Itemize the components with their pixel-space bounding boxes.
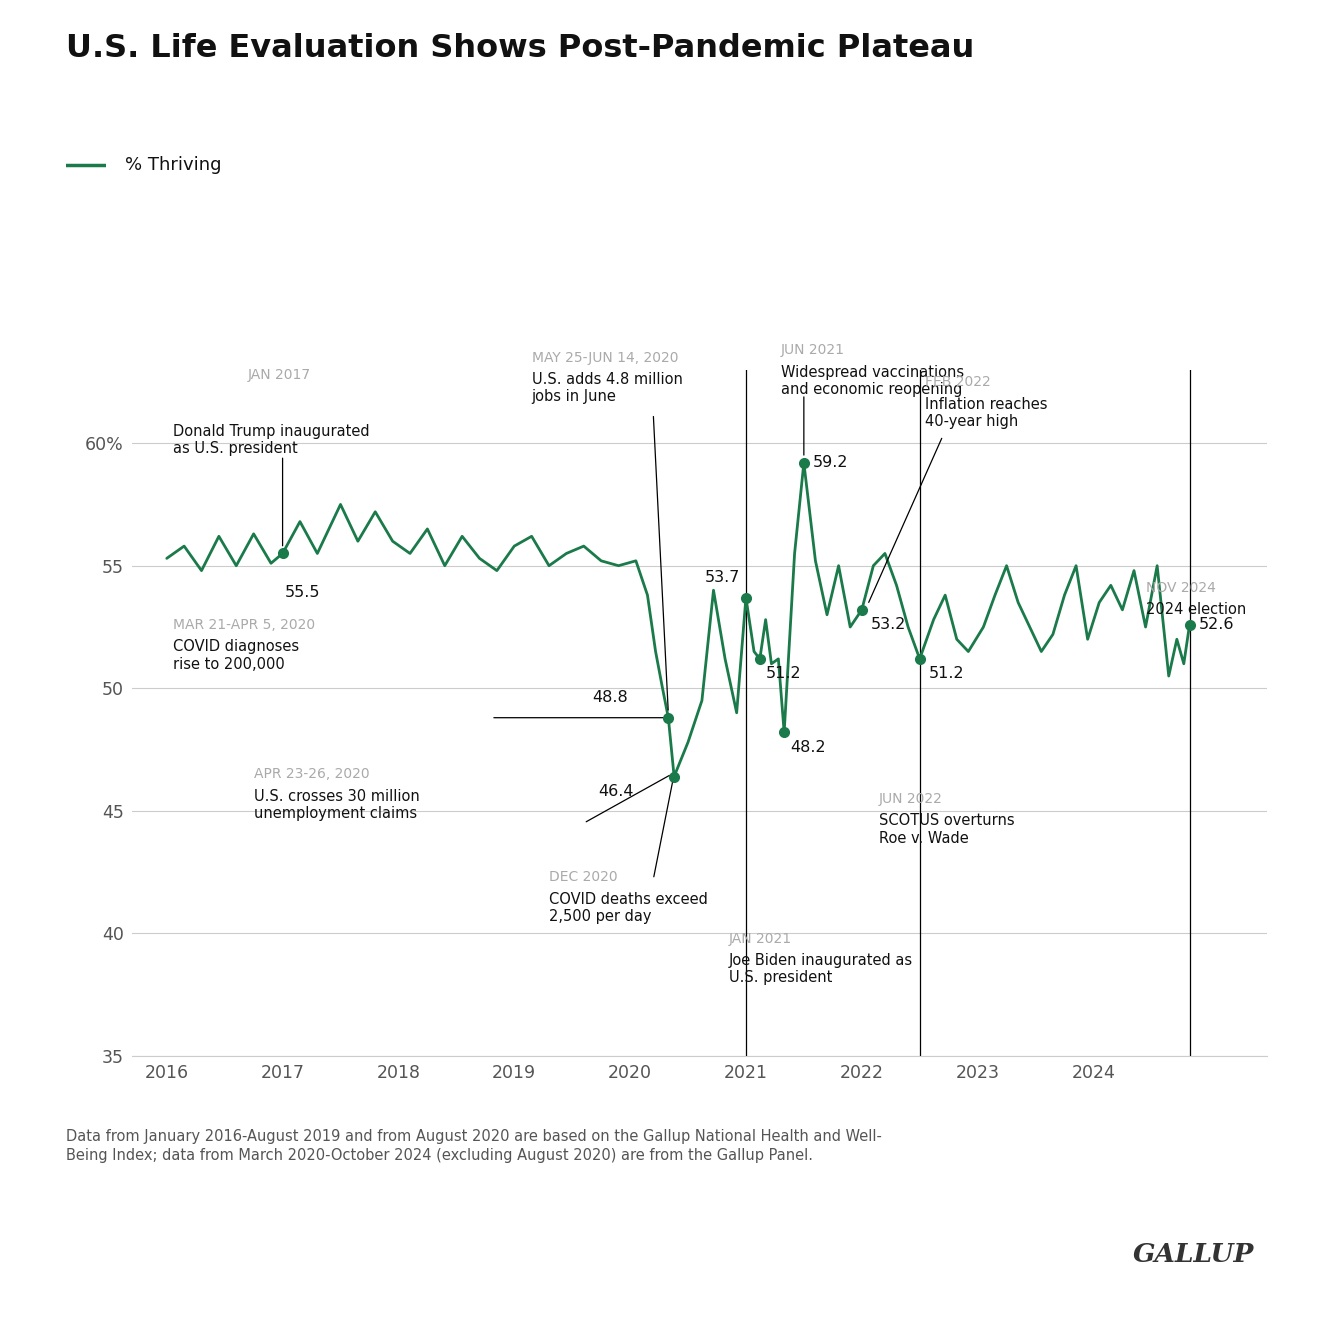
- Text: NOV 2024: NOV 2024: [1146, 581, 1216, 595]
- Text: Joe Biden inaugurated as
U.S. president: Joe Biden inaugurated as U.S. president: [729, 953, 912, 986]
- Text: MAY 25-JUN 14, 2020: MAY 25-JUN 14, 2020: [532, 351, 678, 364]
- Text: SCOTUS overturns
Roe v. Wade: SCOTUS overturns Roe v. Wade: [879, 813, 1015, 846]
- Text: MAR 21-APR 5, 2020: MAR 21-APR 5, 2020: [173, 618, 314, 632]
- Text: Inflation reaches
40-year high: Inflation reaches 40-year high: [925, 396, 1048, 429]
- Text: JAN 2017: JAN 2017: [248, 368, 312, 381]
- Text: JUN 2022: JUN 2022: [879, 792, 942, 807]
- Text: Widespread vaccinations
and economic reopening: Widespread vaccinations and economic reo…: [780, 364, 964, 397]
- Text: 53.7: 53.7: [705, 570, 741, 585]
- Text: 59.2: 59.2: [813, 455, 849, 470]
- Text: 55.5: 55.5: [285, 585, 321, 601]
- Text: GALLUP: GALLUP: [1133, 1242, 1254, 1267]
- Text: 51.2: 51.2: [766, 667, 801, 681]
- Text: U.S. adds 4.8 million
jobs in June: U.S. adds 4.8 million jobs in June: [532, 372, 682, 404]
- Text: JUN 2021: JUN 2021: [780, 343, 845, 358]
- Text: COVID deaths exceed
2,500 per day: COVID deaths exceed 2,500 per day: [549, 892, 708, 924]
- Text: 52.6: 52.6: [1199, 616, 1234, 632]
- Text: 53.2: 53.2: [871, 618, 907, 632]
- Text: DEC 2020: DEC 2020: [549, 870, 618, 884]
- Text: Data from January 2016-August 2019 and from August 2020 are based on the Gallup : Data from January 2016-August 2019 and f…: [66, 1129, 882, 1163]
- Text: U.S. Life Evaluation Shows Post-Pandemic Plateau: U.S. Life Evaluation Shows Post-Pandemic…: [66, 33, 974, 63]
- Text: 51.2: 51.2: [929, 667, 965, 681]
- Text: 48.8: 48.8: [593, 690, 628, 705]
- Text: 48.2: 48.2: [789, 739, 825, 755]
- Text: Donald Trump inaugurated
as U.S. president: Donald Trump inaugurated as U.S. preside…: [173, 424, 370, 455]
- Text: U.S. crosses 30 million
unemployment claims: U.S. crosses 30 million unemployment cla…: [253, 789, 420, 821]
- Text: % Thriving: % Thriving: [125, 156, 222, 174]
- Text: 2024 election: 2024 election: [1146, 602, 1246, 618]
- Text: APR 23-26, 2020: APR 23-26, 2020: [253, 767, 370, 781]
- Text: 46.4: 46.4: [598, 784, 634, 799]
- Text: COVID diagnoses
rise to 200,000: COVID diagnoses rise to 200,000: [173, 639, 298, 672]
- Text: FEB 2022: FEB 2022: [925, 375, 991, 389]
- Text: JAN 2021: JAN 2021: [729, 932, 792, 945]
